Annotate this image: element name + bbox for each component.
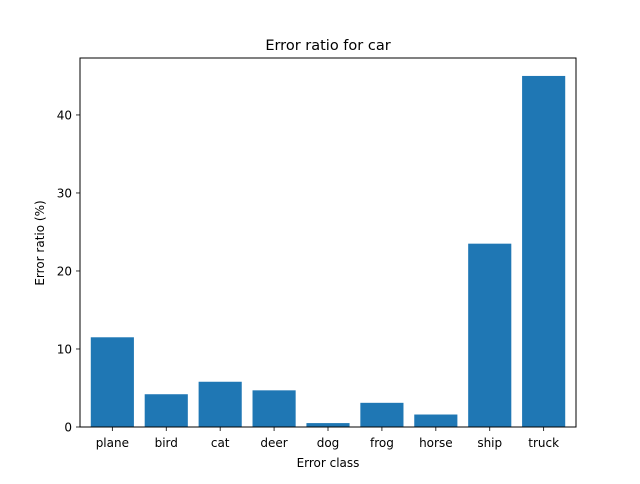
y-tick-label: 0	[64, 421, 72, 435]
bar-bird	[144, 394, 188, 427]
y-tick-label: 10	[57, 342, 72, 356]
bar-deer	[252, 390, 296, 427]
y-axis-label: Error ratio (%)	[33, 200, 47, 285]
x-tick-label: deer	[260, 436, 287, 450]
x-tick-label: frog	[370, 436, 394, 450]
bar-cat	[198, 381, 242, 427]
x-tick-label: bird	[155, 436, 178, 450]
x-tick-label: cat	[211, 436, 230, 450]
chart-title: Error ratio for car	[265, 38, 390, 54]
bar-truck	[522, 75, 566, 427]
x-tick-label: plane	[96, 436, 129, 450]
y-axis-ticks: 0 10 20 30 40	[57, 108, 80, 435]
x-tick-label: ship	[477, 436, 502, 450]
x-tick-label: dog	[317, 436, 340, 450]
x-tick-label: horse	[419, 436, 453, 450]
y-tick-label: 40	[57, 108, 72, 122]
x-tick-label: truck	[528, 436, 559, 450]
bars-layer	[90, 75, 566, 427]
x-axis-ticks: plane bird cat deer dog frog horse ship truck	[96, 427, 559, 450]
bar-dog	[306, 423, 350, 427]
bar-ship	[468, 243, 512, 427]
y-tick-label: 30	[57, 186, 72, 200]
bar-plane	[90, 337, 134, 427]
plot-frame	[79, 57, 577, 428]
bar-frog	[360, 402, 404, 427]
bar-horse	[414, 414, 458, 427]
x-axis-label: Error class	[297, 456, 360, 470]
y-tick-label: 20	[57, 264, 72, 278]
